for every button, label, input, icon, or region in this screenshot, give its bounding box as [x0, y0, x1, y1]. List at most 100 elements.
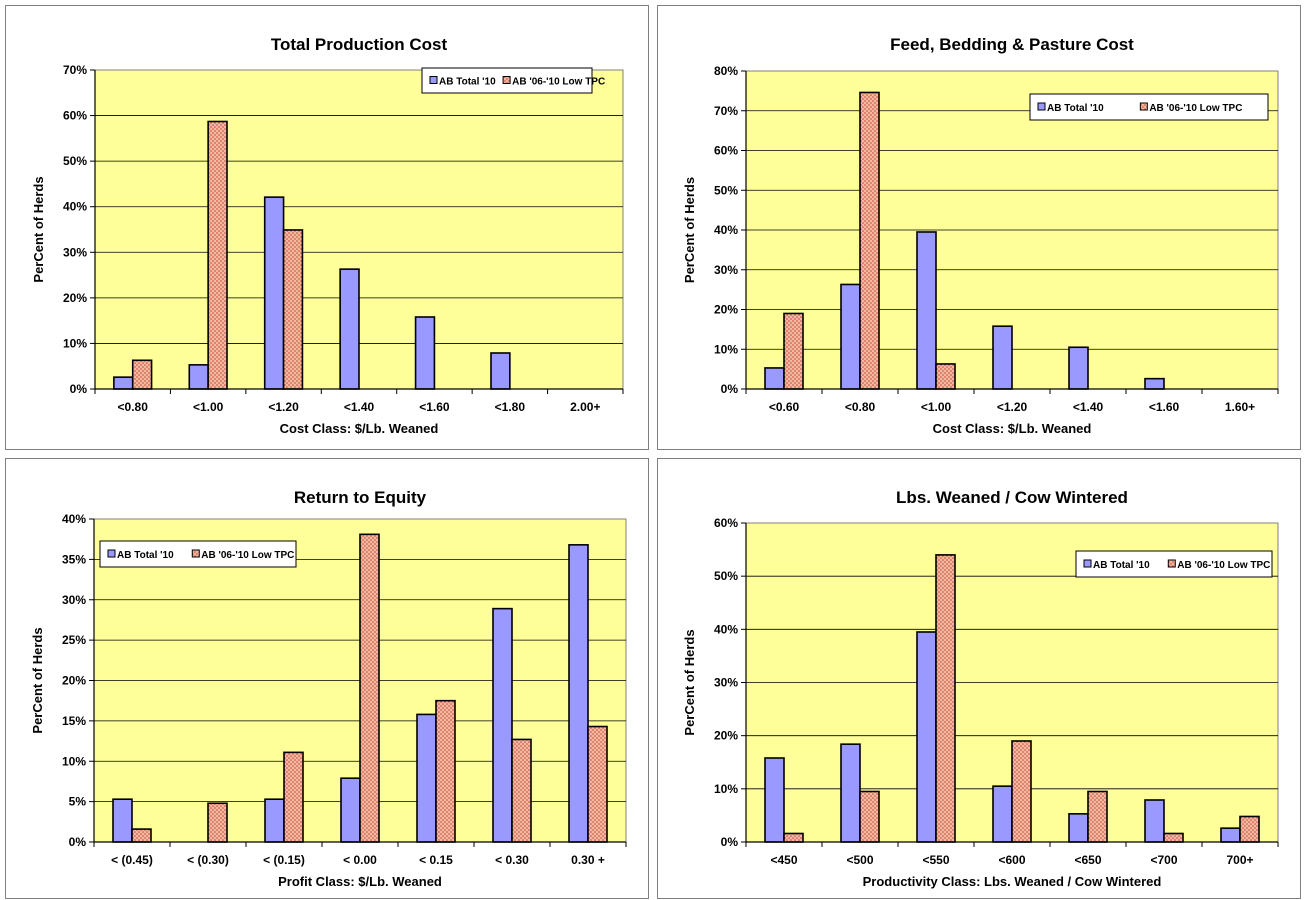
- chart-title: Return to Equity: [294, 488, 427, 507]
- chart-svg: Feed, Bedding & Pasture Cost 0% 10% 20% 30% 4…: [682, 35, 1279, 436]
- chart-panel-total-production-cost: Total Production Cost 0% 10% 20% 30% 40% 50% 60…: [5, 5, 649, 450]
- bar-ab-total-10: [1144, 377, 1165, 390]
- x-tick-label: <1.00: [193, 400, 224, 414]
- legend-label: AB Total '10: [439, 77, 496, 88]
- y-tick-label: 70%: [714, 104, 738, 118]
- x-tick-label: <1.40: [344, 400, 375, 414]
- x-tick-label: < 0.30: [495, 853, 529, 867]
- bar-ab-06-10-low-tpc: [1087, 790, 1108, 843]
- y-axis-label: PerCent of Herds: [682, 177, 697, 283]
- x-tick-label: <450: [770, 853, 797, 867]
- bar-ab-total-10: [490, 352, 511, 390]
- bar-ab-total-10: [840, 283, 861, 390]
- legend-swatch-ab-total-10: [1083, 559, 1092, 568]
- y-tick-label: 20%: [714, 729, 738, 743]
- x-tick-label: 700+: [1226, 853, 1253, 867]
- x-tick-label: < 0.00: [343, 853, 377, 867]
- chart-svg: Lbs. Weaned / Cow Wintered 0% 10% 20% 30% 40%…: [682, 488, 1279, 889]
- chart-svg: Total Production Cost 0% 10% 20% 30% 40% 50% 60…: [31, 35, 624, 436]
- bar-ab-06-10-low-tpc: [131, 828, 152, 843]
- y-axis-label: PerCent of Herds: [30, 627, 45, 733]
- x-tick-label: <550: [922, 853, 949, 867]
- y-tick-label: 0%: [69, 835, 87, 849]
- y-tick-label: 70%: [63, 63, 87, 77]
- y-tick-label: 60%: [63, 109, 87, 123]
- x-tick-label: <1.00: [921, 400, 952, 414]
- y-tick-label: 5%: [69, 795, 87, 809]
- legend: AB Total '10 AB '06-'10 Low TPC: [1075, 550, 1273, 578]
- bar-ab-06-10-low-tpc: [935, 363, 956, 390]
- legend-label: AB '06-'10 Low TPC: [512, 77, 605, 88]
- legend: AB Total '10 AB '06-'10 Low TPC: [421, 67, 605, 94]
- y-tick-label: 0%: [721, 835, 739, 849]
- bar-ab-total-10: [992, 325, 1013, 390]
- x-tick-label: <700: [1150, 853, 1177, 867]
- y-tick-label: 20%: [714, 303, 738, 317]
- legend-label: AB '06-'10 Low TPC: [1149, 103, 1242, 114]
- y-tick-label: 50%: [714, 569, 738, 583]
- x-axis-label: Productivity Class: Lbs. Weaned / Cow Wi…: [863, 874, 1162, 889]
- x-tick-label: <1.20: [997, 400, 1028, 414]
- legend-label: AB Total '10: [1093, 560, 1150, 571]
- bar-ab-06-10-low-tpc: [282, 229, 304, 390]
- chart-title: Total Production Cost: [271, 35, 448, 54]
- x-axis-label: Profit Class: $/Lb. Weaned: [278, 874, 442, 889]
- y-tick-label: 20%: [63, 291, 87, 305]
- legend-box: [1029, 93, 1269, 121]
- x-axis-label: Cost Class: $/Lb. Weaned: [280, 421, 439, 436]
- bar-ab-06-10-low-tpc: [359, 533, 380, 843]
- legend-swatch-ab-total-10: [429, 76, 438, 84]
- bar-ab-total-10: [264, 798, 285, 843]
- x-tick-label: <0.60: [769, 400, 800, 414]
- bar-ab-total-10: [1068, 813, 1089, 843]
- bar-ab-total-10: [916, 631, 937, 843]
- legend: AB Total '10 AB '06-'10 Low TPC: [99, 540, 297, 568]
- bar-ab-06-10-low-tpc: [859, 91, 880, 390]
- x-tick-label: <1.40: [1073, 400, 1104, 414]
- y-tick-label: 80%: [714, 64, 738, 78]
- chart-title: Lbs. Weaned / Cow Wintered: [896, 488, 1128, 507]
- x-tick-label: <650: [1074, 853, 1101, 867]
- bar-ab-total-10: [840, 743, 861, 843]
- legend-swatch-ab-06-10-low-tpc: [1167, 559, 1176, 568]
- x-tick-label: < (0.30): [187, 853, 229, 867]
- y-tick-label: 60%: [714, 144, 738, 158]
- bar-ab-06-10-low-tpc: [283, 751, 304, 843]
- bar-ab-total-10: [414, 316, 436, 390]
- bar-ab-06-10-low-tpc: [1163, 832, 1184, 843]
- y-tick-label: 40%: [714, 622, 738, 636]
- x-tick-label: < (0.45): [111, 853, 153, 867]
- bar-ab-total-10: [764, 367, 785, 390]
- y-tick-label: 40%: [63, 200, 87, 214]
- legend-swatch-ab-total-10: [1037, 102, 1046, 111]
- legend-label: AB Total '10: [1047, 103, 1104, 114]
- bar-ab-06-10-low-tpc: [207, 120, 228, 390]
- y-tick-label: 40%: [62, 512, 86, 526]
- bar-ab-total-10: [416, 713, 437, 843]
- bar-ab-total-10: [568, 544, 589, 843]
- bar-ab-06-10-low-tpc: [1011, 740, 1032, 843]
- y-tick-label: 40%: [714, 223, 738, 237]
- bar-ab-06-10-low-tpc: [859, 790, 880, 843]
- legend-swatch-ab-06-10-low-tpc: [191, 549, 200, 558]
- bar-ab-06-10-low-tpc: [435, 699, 456, 843]
- y-tick-label: 35%: [62, 552, 86, 566]
- y-tick-label: 10%: [714, 782, 738, 796]
- y-tick-label: 30%: [62, 593, 86, 607]
- x-tick-label: <600: [998, 853, 1025, 867]
- bar-ab-total-10: [1144, 799, 1165, 843]
- x-tick-label: <500: [846, 853, 873, 867]
- x-tick-label: <1.20: [268, 400, 299, 414]
- x-tick-label: < (0.15): [263, 853, 305, 867]
- legend-label: AB '06-'10 Low TPC: [1177, 560, 1270, 571]
- y-tick-label: 0%: [70, 382, 88, 396]
- bar-ab-total-10: [1068, 346, 1089, 390]
- y-tick-label: 50%: [63, 154, 87, 168]
- legend-label: AB Total '10: [117, 550, 174, 561]
- bar-ab-06-10-low-tpc: [511, 738, 532, 843]
- bar-ab-06-10-low-tpc: [783, 312, 804, 390]
- bar-ab-06-10-low-tpc: [131, 359, 153, 390]
- x-tick-label: 0.30 +: [571, 853, 605, 867]
- bar-ab-total-10: [916, 231, 937, 390]
- bar-ab-total-10: [263, 196, 285, 390]
